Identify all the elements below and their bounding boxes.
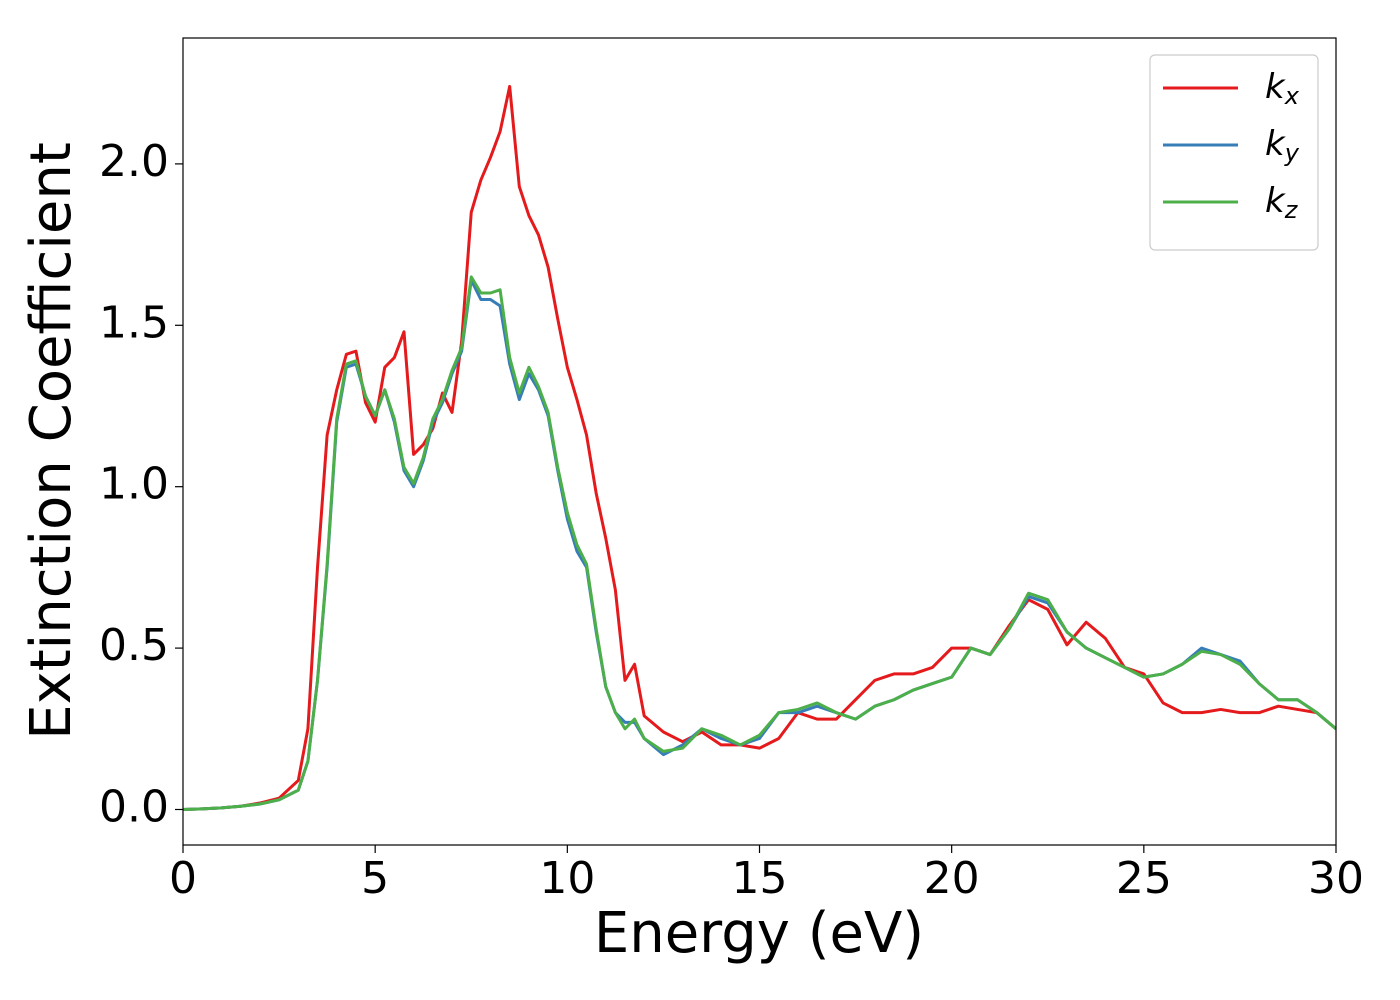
x-tick-label: 30 xyxy=(1308,853,1364,904)
legend-label: ky xyxy=(1265,124,1300,168)
data-line xyxy=(183,275,1336,811)
x-tick-label: 20 xyxy=(924,853,980,904)
y-tick-label: 1.5 xyxy=(99,297,169,348)
x-tick-label: 0 xyxy=(169,853,197,904)
legend-label: kx xyxy=(1265,67,1300,111)
x-tick-label: 25 xyxy=(1116,853,1172,904)
x-axis-label: Energy (eV) xyxy=(594,901,924,966)
y-tick-label: 0.5 xyxy=(99,620,169,671)
x-tick-label: 10 xyxy=(539,853,595,904)
y-tick-label: 1.0 xyxy=(99,459,169,510)
y-tick-label: 2.0 xyxy=(99,136,169,187)
x-tick-label: 15 xyxy=(732,853,788,904)
y-tick-label: 0.0 xyxy=(99,781,169,832)
y-axis-label: Extinction Coefficient xyxy=(19,142,84,740)
legend-label: kz xyxy=(1265,181,1299,225)
data-line xyxy=(183,84,1336,811)
x-tick-label: 5 xyxy=(361,853,389,904)
